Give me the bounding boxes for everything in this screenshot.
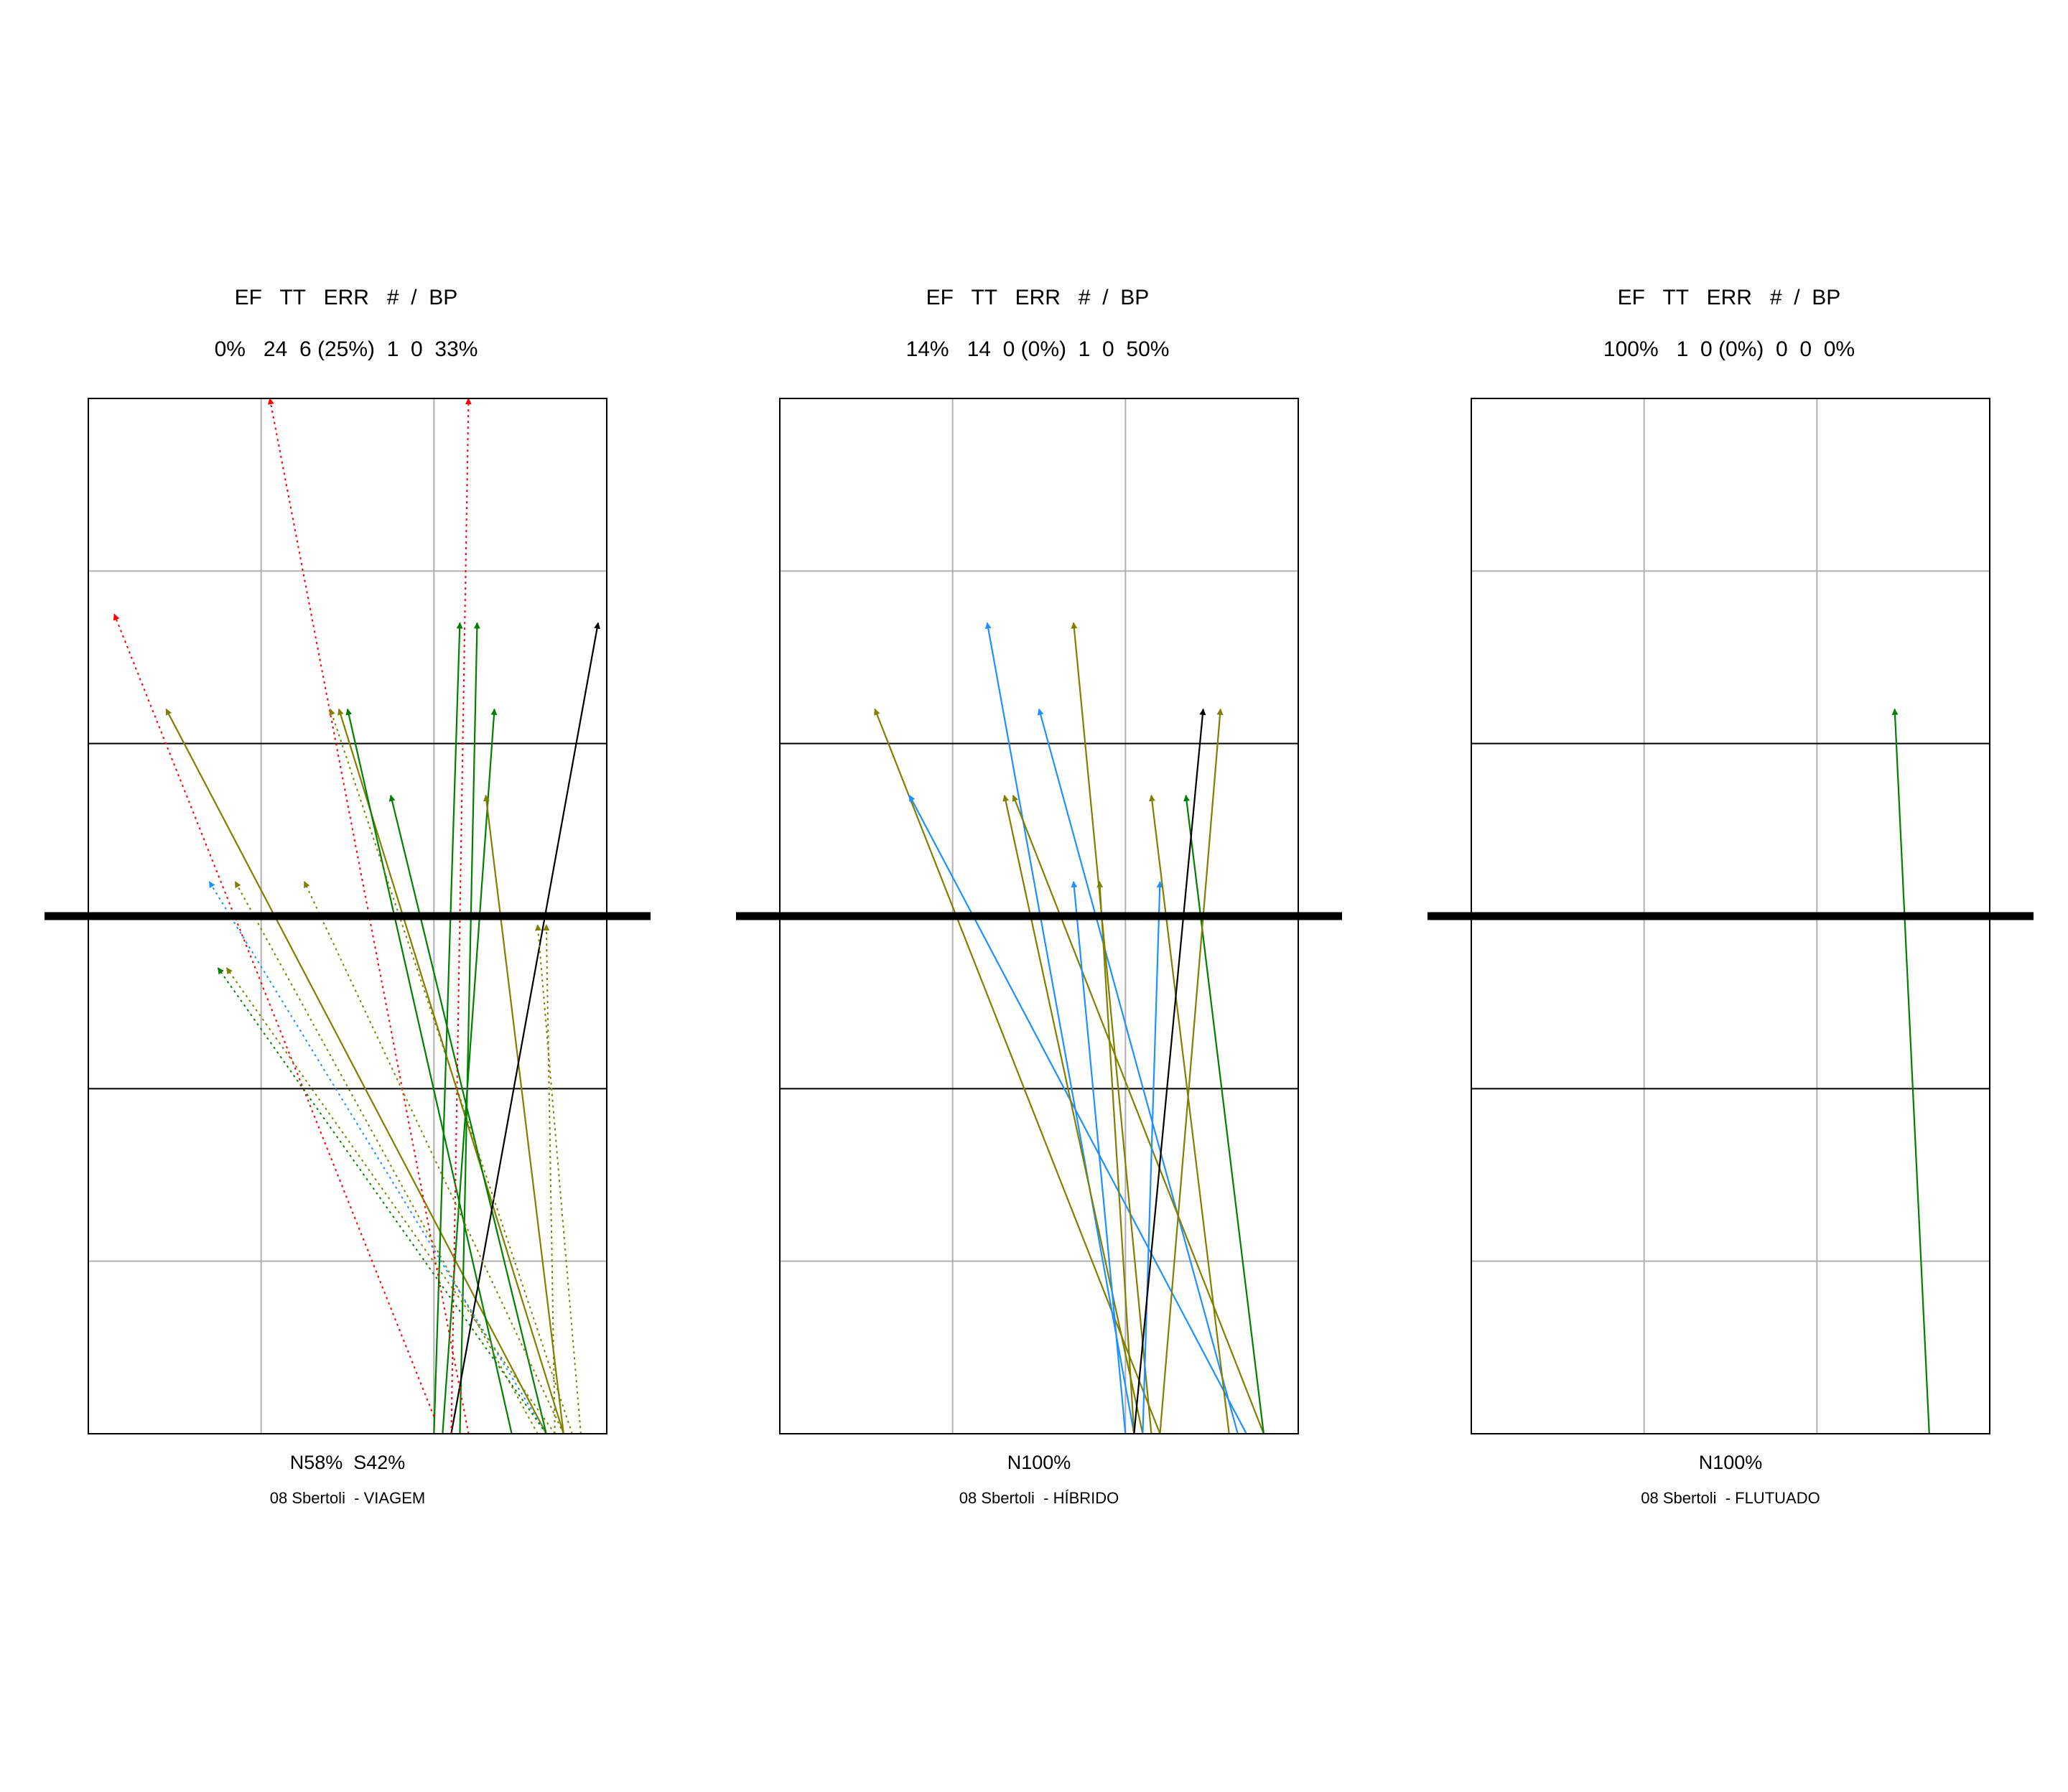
- serve-panel-viagem: EF TT ERR # / BP 0% 24 6 (25%) 1 0 33% N…: [45, 286, 651, 1507]
- stats-values: 0% 24 6 (25%) 1 0 33%: [215, 337, 478, 361]
- serve-trajectory: [984, 622, 1135, 1434]
- serve-trajectory: [303, 881, 564, 1434]
- serve-trajectory: [450, 622, 600, 1434]
- serve-trajectory: [208, 881, 547, 1434]
- serve-trajectories: [1891, 708, 1930, 1434]
- serve-trajectory: [1148, 794, 1230, 1434]
- stats-values: 100% 1 0 (0%) 0 0 0%: [1603, 337, 1855, 361]
- serve-trajectory: [442, 708, 498, 1434]
- serve-trajectory: [225, 967, 556, 1434]
- serve-trajectory: [534, 924, 582, 1434]
- player-caption: 08 Sbertoli - FLUTUADO: [1641, 1489, 1820, 1507]
- serve-trajectory: [543, 924, 556, 1434]
- zone-split-label: N58% S42%: [290, 1452, 406, 1473]
- serve-trajectory: [165, 708, 547, 1434]
- serve-trajectory: [1071, 881, 1127, 1434]
- stats-header: EF TT ERR # / BP: [235, 286, 458, 309]
- stats-values: 14% 14 0 (0%) 1 0 50%: [906, 337, 1170, 361]
- serve-trajectory: [459, 622, 480, 1434]
- serve-trajectory: [234, 881, 539, 1434]
- serve-trajectory: [1891, 708, 1930, 1434]
- serve-trajectory: [1071, 622, 1152, 1434]
- stats-header: EF TT ERR # / BP: [1618, 286, 1841, 309]
- serve-trajectory: [483, 794, 564, 1434]
- serve-panel-flutuado: EF TT ERR # / BP 100% 1 0 (0%) 0 0 0% N1…: [1427, 286, 2034, 1507]
- serve-trajectory: [1002, 794, 1144, 1434]
- player-caption: 08 Sbertoli - HÍBRIDO: [959, 1489, 1119, 1507]
- serve-trajectory: [1159, 708, 1224, 1434]
- serve-panel-hibrido: EF TT ERR # / BP 14% 14 0 (0%) 1 0 50% N…: [736, 286, 1342, 1507]
- player-caption: 08 Sbertoli - VIAGEM: [270, 1489, 425, 1507]
- serve-trajectory: [1096, 881, 1135, 1434]
- serve-trajectory: [329, 708, 573, 1434]
- stats-header: EF TT ERR # / BP: [926, 286, 1150, 309]
- serve-trajectories: [874, 622, 1264, 1434]
- serve-trajectory: [217, 967, 547, 1434]
- serve-trajectory: [908, 794, 1247, 1434]
- zone-split-label: N100%: [1007, 1452, 1071, 1473]
- serve-trajectory: [345, 708, 513, 1434]
- serve-trajectory: [1012, 794, 1264, 1434]
- serve-trajectory: [388, 794, 547, 1434]
- serve-trajectory: [1037, 708, 1239, 1434]
- serve-trajectory: [1133, 708, 1206, 1434]
- serve-trajectory: [1142, 881, 1163, 1434]
- serve-trajectory: [1183, 794, 1264, 1434]
- serve-trajectory: [337, 708, 564, 1434]
- serve-trajectory: [113, 613, 435, 1417]
- zone-split-label: N100%: [1699, 1452, 1763, 1473]
